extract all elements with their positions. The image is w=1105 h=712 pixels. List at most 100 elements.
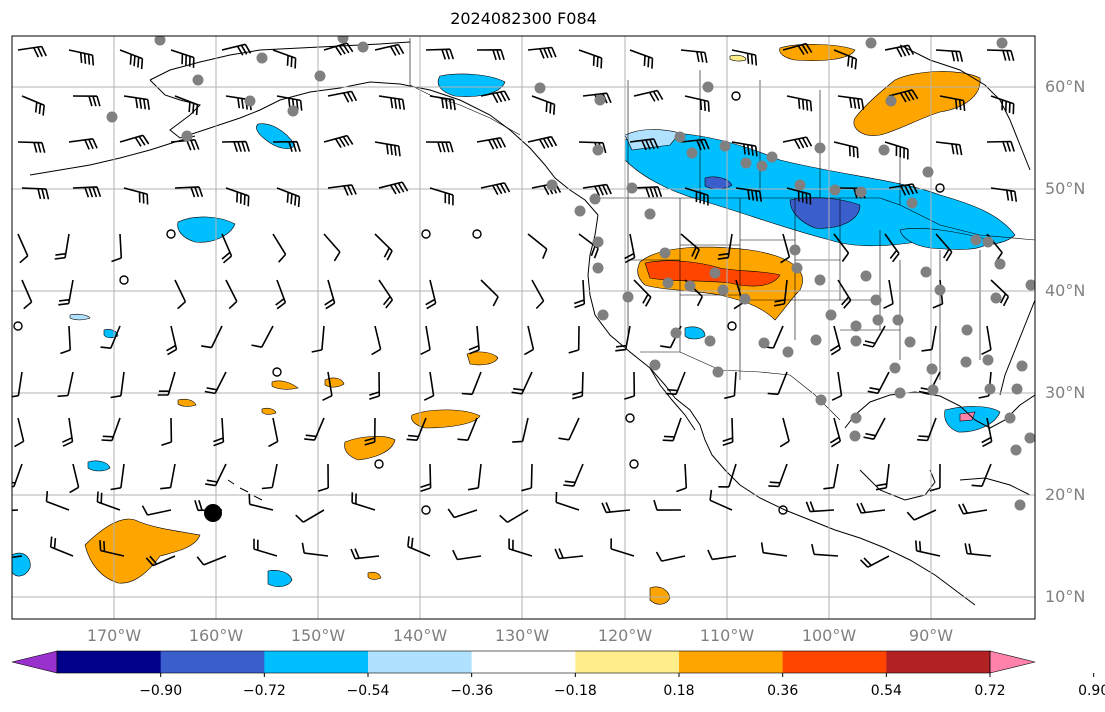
lat-label-60: 60°N (1045, 77, 1086, 96)
wind-barb (964, 543, 992, 557)
station-dot (990, 292, 1002, 304)
station-dot (704, 335, 716, 347)
wind-barb (939, 95, 966, 111)
wind-barb (369, 371, 381, 400)
shade-blue-great-lakes (899, 228, 991, 250)
station-dot (892, 314, 904, 326)
wind-barb (531, 279, 545, 310)
station-dot (739, 293, 751, 305)
station-dot (546, 179, 558, 191)
station-dot (106, 111, 118, 123)
station-dot (592, 262, 604, 274)
station-dot (810, 334, 822, 346)
shade-purple-core-2 (704, 176, 733, 190)
wind-barb (735, 187, 763, 202)
wind-barb (69, 463, 80, 494)
map-frame (11, 35, 1036, 620)
station-dot (994, 258, 1006, 270)
station-dot (1011, 383, 1023, 395)
wind-barb (170, 49, 195, 68)
wind-barb (572, 371, 584, 400)
wind-barb (782, 136, 813, 150)
wind-barb (833, 141, 859, 159)
wind-barb (731, 141, 758, 157)
wind-barb (272, 233, 287, 263)
wind-barb (986, 140, 1015, 152)
wind-barb (724, 371, 737, 400)
wind-barb (662, 417, 682, 442)
wind-barb (680, 49, 708, 63)
wind-barb-calm (421, 505, 431, 515)
wind-barb (653, 499, 682, 511)
wind-barb (883, 279, 894, 310)
station-dot (850, 320, 862, 332)
wind-barb (831, 371, 843, 401)
wind-barb (527, 135, 558, 149)
gridlines (12, 36, 1035, 619)
station-dot (982, 354, 994, 366)
wind-barb (722, 417, 734, 447)
wind-barb (196, 555, 227, 566)
wind-barb (14, 417, 25, 448)
wind-barb (45, 491, 70, 511)
coast-hawaii (227, 479, 263, 501)
colorbar-tick-label: 0.72 (974, 683, 1006, 699)
wind-barb (823, 463, 839, 490)
station-dot (1016, 360, 1028, 372)
wind-barb (915, 540, 941, 557)
lat-label-40: 40°N (1045, 281, 1086, 300)
wind-barb (935, 141, 963, 156)
wind-barb (317, 463, 329, 492)
station-dot (686, 147, 698, 159)
border-us-canada (598, 197, 1035, 241)
station-dot (702, 81, 714, 93)
lat-label-20: 20°N (1045, 485, 1086, 504)
lon-label-100w: 100°W (801, 626, 857, 645)
wind-barb (731, 49, 758, 66)
lon-label-130w: 130°W (494, 626, 550, 645)
station-dot (592, 144, 604, 156)
shade-orange-small-1 (271, 380, 299, 390)
lat-label-50: 50°N (1045, 179, 1086, 198)
station-dot (644, 208, 656, 220)
wind-barb (958, 503, 988, 515)
station-dot (756, 160, 768, 172)
wind-barb (58, 279, 74, 306)
shade-blue-pacific-4 (87, 460, 111, 472)
wind-barb (100, 325, 121, 349)
wind-barb (225, 279, 238, 310)
wind-barb-calm (727, 321, 737, 331)
coast-east (999, 299, 1035, 396)
wind-barb (378, 181, 409, 195)
coast-us-west (587, 214, 676, 399)
wind-barb (563, 463, 584, 487)
border-alaska-canada (409, 38, 521, 136)
shade-blue-pacific-3 (12, 552, 31, 577)
wind-barb (17, 45, 47, 58)
station-dot (314, 70, 326, 82)
wind-barb (512, 417, 529, 443)
coast-hudson (899, 44, 1031, 171)
wind-barb (680, 138, 710, 151)
station-dot (574, 205, 586, 217)
wind-barb (811, 543, 839, 557)
shade-orange-pacific-4 (466, 351, 499, 366)
station-dot (984, 383, 996, 395)
wind-barb (57, 371, 74, 398)
wind-barb (21, 187, 50, 200)
wind-barb (856, 502, 886, 514)
wind-barb (921, 325, 937, 352)
coast-cuba (959, 477, 1031, 496)
wind-barb (709, 489, 733, 511)
wind-barb (767, 371, 788, 396)
wind-barb (805, 501, 835, 513)
station-dot (674, 131, 686, 143)
wind-barb (141, 505, 172, 516)
borders (409, 38, 1035, 421)
wind-barb (935, 49, 964, 62)
wind-barb (351, 492, 376, 511)
station-dot (709, 267, 721, 279)
wind-barb-calm (625, 413, 635, 423)
wind-barb (760, 542, 788, 557)
wind-barb (205, 463, 227, 487)
